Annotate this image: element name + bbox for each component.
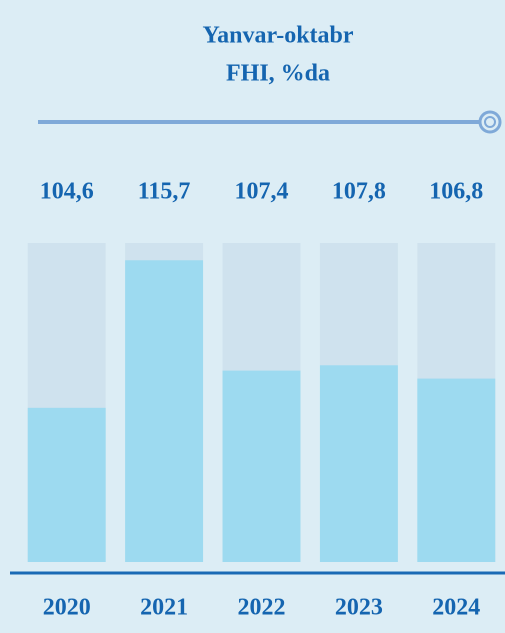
value-label: 107,8 bbox=[332, 179, 386, 205]
bar bbox=[125, 260, 204, 562]
rule-knob bbox=[478, 110, 502, 134]
value-label: 115,7 bbox=[138, 179, 191, 205]
bar bbox=[222, 370, 301, 562]
rule-knob-inner bbox=[484, 116, 496, 128]
value-label: 107,4 bbox=[235, 179, 289, 205]
bar bbox=[319, 365, 398, 562]
x-tick-label: 2023 bbox=[335, 595, 383, 621]
value-label: 104,6 bbox=[40, 179, 94, 205]
x-tick-label: 2020 bbox=[43, 595, 91, 621]
value-label: 106,8 bbox=[429, 179, 483, 205]
x-tick-label: 2022 bbox=[238, 595, 286, 621]
x-tick-label: 2021 bbox=[140, 595, 188, 621]
x-tick-label: 2024 bbox=[432, 595, 480, 621]
chart-subtitle: FHI, %da bbox=[226, 61, 330, 87]
bar bbox=[27, 407, 106, 562]
chart-title: Yanvar-oktabr bbox=[202, 23, 353, 49]
bar bbox=[417, 378, 496, 562]
